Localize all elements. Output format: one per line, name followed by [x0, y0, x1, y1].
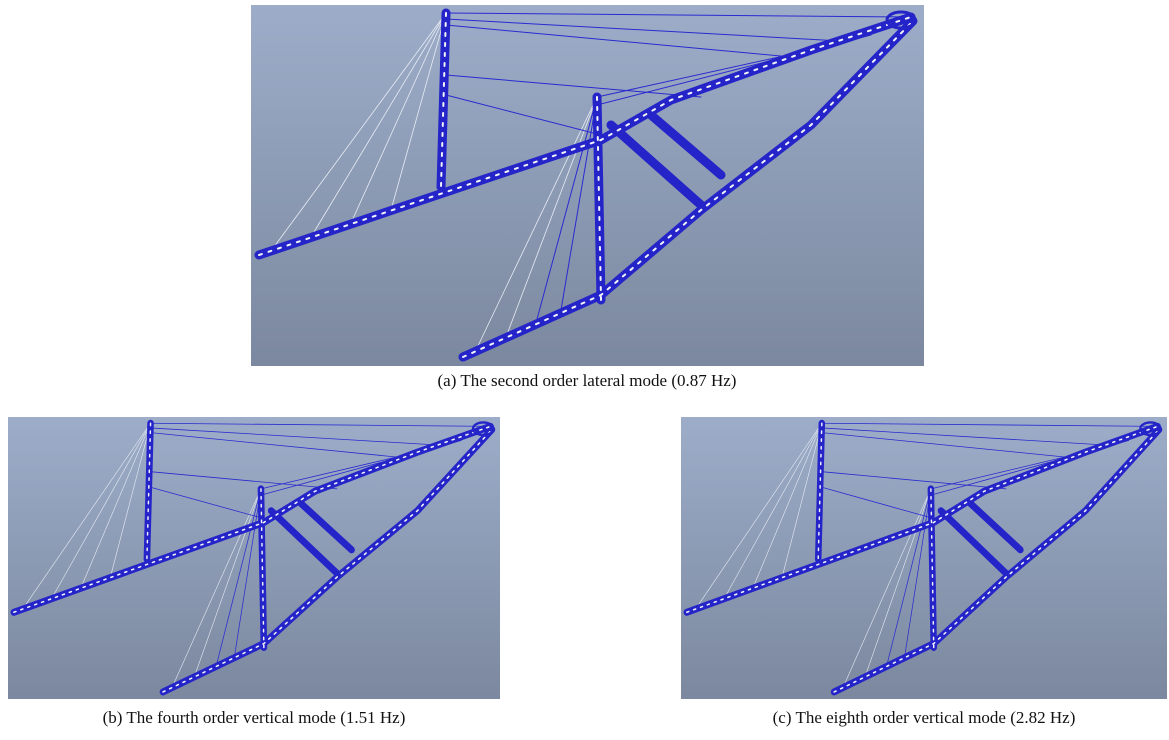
- page: (a) The second order lateral mode (0.87 …: [0, 0, 1169, 740]
- mode-image-b: [8, 417, 500, 699]
- mode-image-c: [681, 417, 1167, 699]
- caption: (b) The fourth order vertical mode (1.51…: [103, 708, 406, 728]
- caption: (c) The eighth order vertical mode (2.82…: [773, 708, 1076, 728]
- caption: (a) The second order lateral mode (0.87 …: [438, 371, 737, 391]
- mode-image-a: [251, 5, 924, 366]
